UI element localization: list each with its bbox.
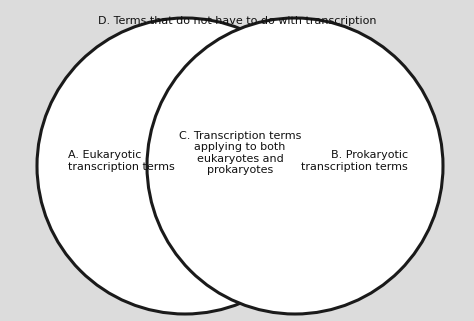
Ellipse shape bbox=[37, 18, 333, 314]
Ellipse shape bbox=[147, 18, 443, 314]
Text: B. Prokaryotic
transcription terms: B. Prokaryotic transcription terms bbox=[301, 150, 408, 172]
Text: D. Terms that do not have to do with transcription: D. Terms that do not have to do with tra… bbox=[98, 16, 376, 26]
Text: C. Transcription terms
applying to both
eukaryotes and
prokaryotes: C. Transcription terms applying to both … bbox=[179, 131, 301, 175]
Text: A. Eukaryotic
transcription terms: A. Eukaryotic transcription terms bbox=[68, 150, 175, 172]
